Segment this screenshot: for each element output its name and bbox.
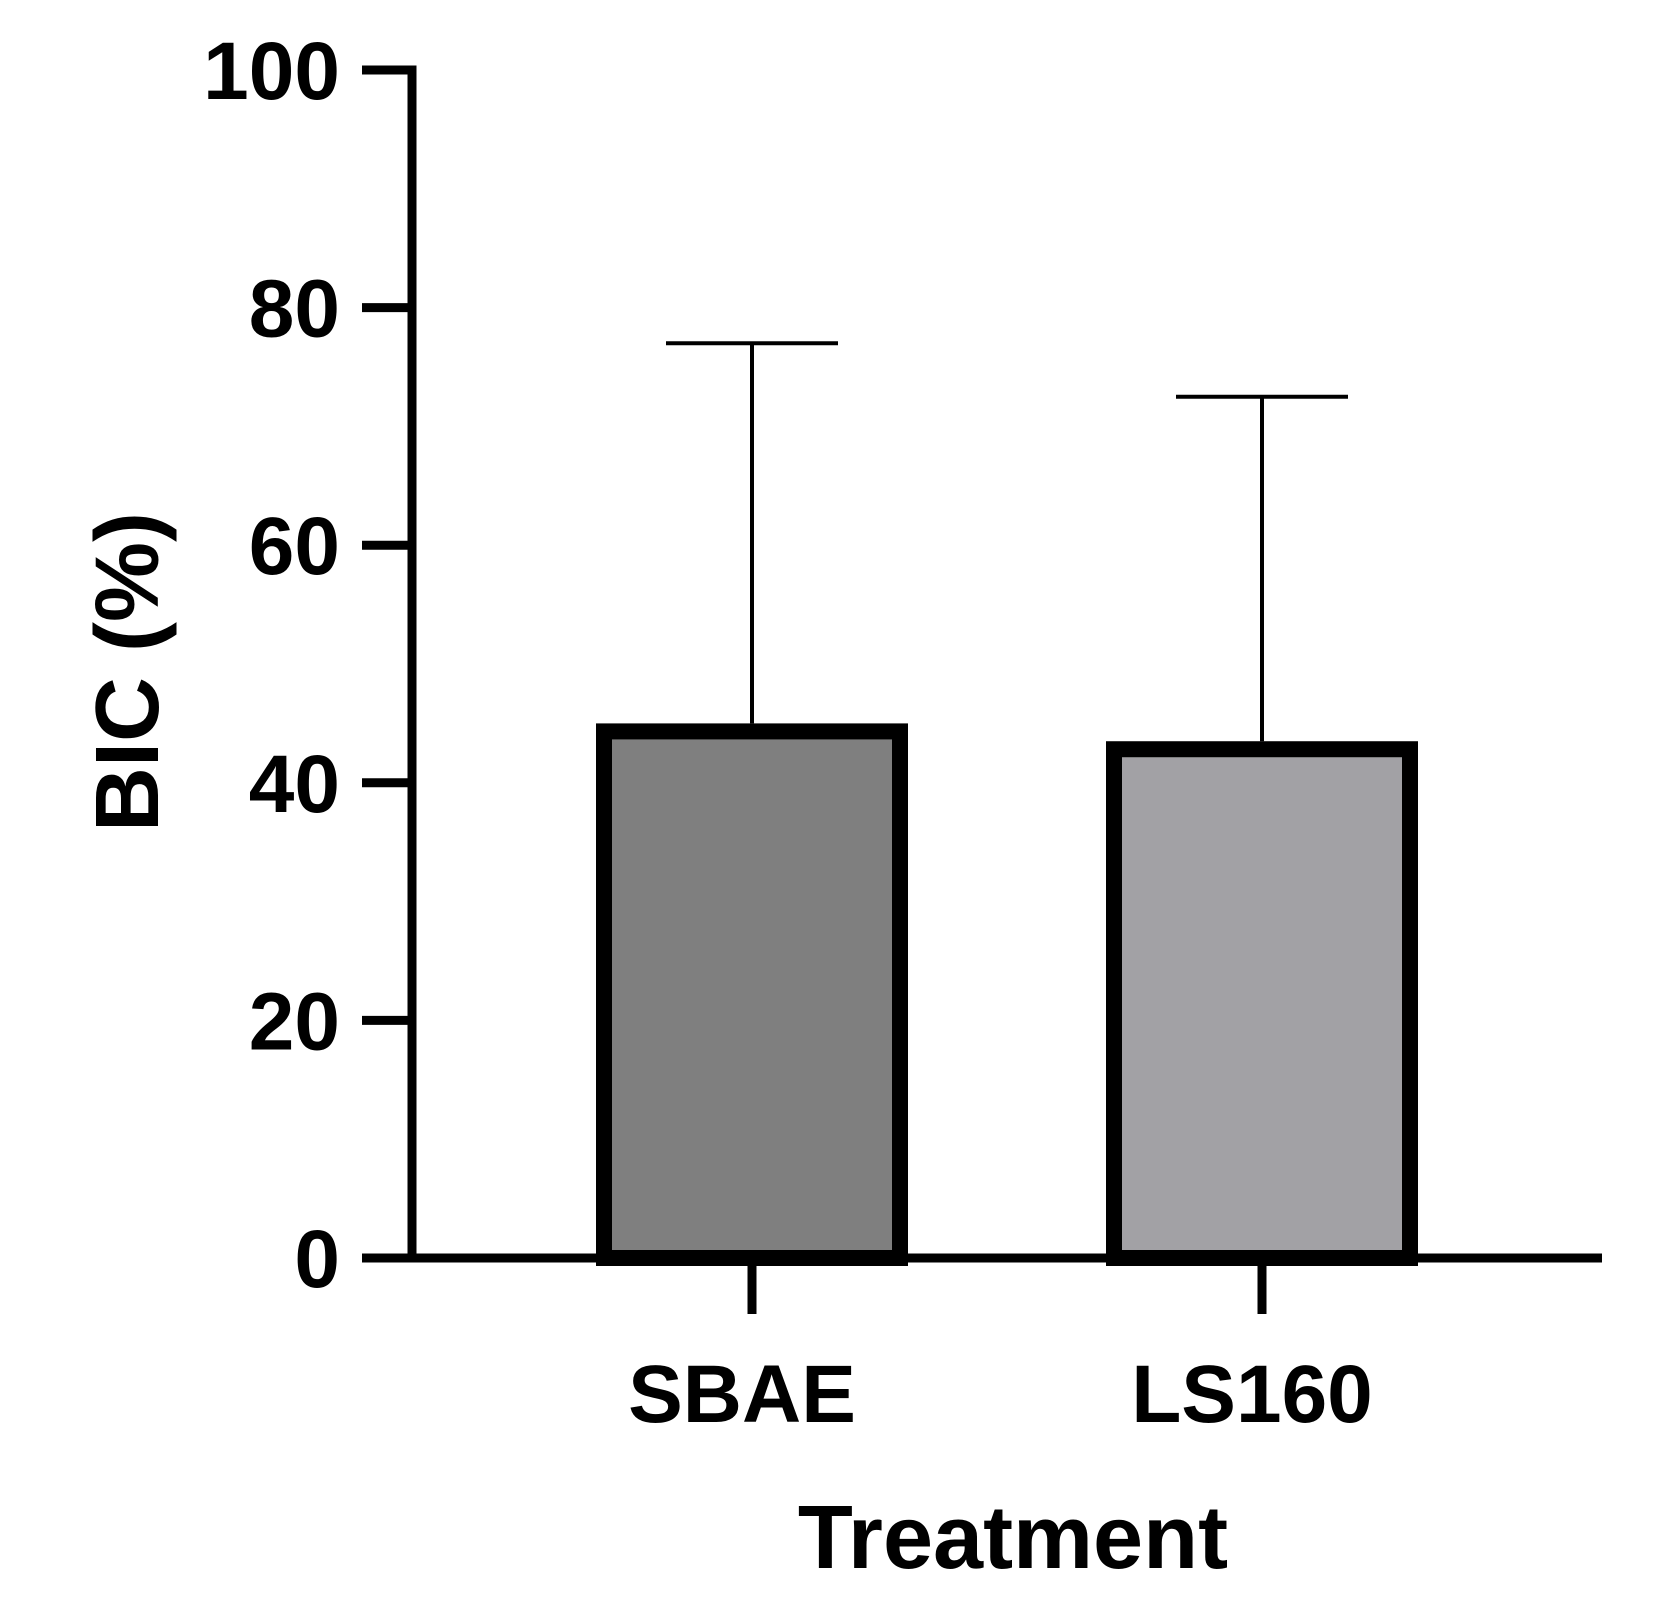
y-axis-ticks (362, 65, 412, 1263)
bar-sbae (596, 723, 908, 1266)
axes (362, 65, 1602, 1263)
y-tick-label: 40 (249, 739, 340, 830)
y-tick-label: 80 (249, 264, 340, 355)
x-category-label: SBAE (628, 1349, 856, 1440)
x-axis-ticks (747, 1258, 1267, 1314)
x-axis-title: Treatment (798, 1488, 1228, 1588)
error-bars (666, 341, 1348, 742)
y-tick-label: 20 (249, 976, 340, 1067)
y-tick-labels: 0 20 40 60 80 100 (203, 26, 340, 1305)
x-category-labels: SBAE LS160 (628, 1349, 1373, 1440)
y-tick-label: 0 (294, 1214, 340, 1305)
bar-ls160 (1106, 741, 1418, 1266)
y-tick-label: 100 (203, 26, 340, 117)
y-tick-label: 60 (249, 501, 340, 592)
y-axis-title: BIC (%) (78, 512, 178, 832)
x-category-label: LS160 (1131, 1349, 1373, 1440)
bars (596, 723, 1418, 1266)
